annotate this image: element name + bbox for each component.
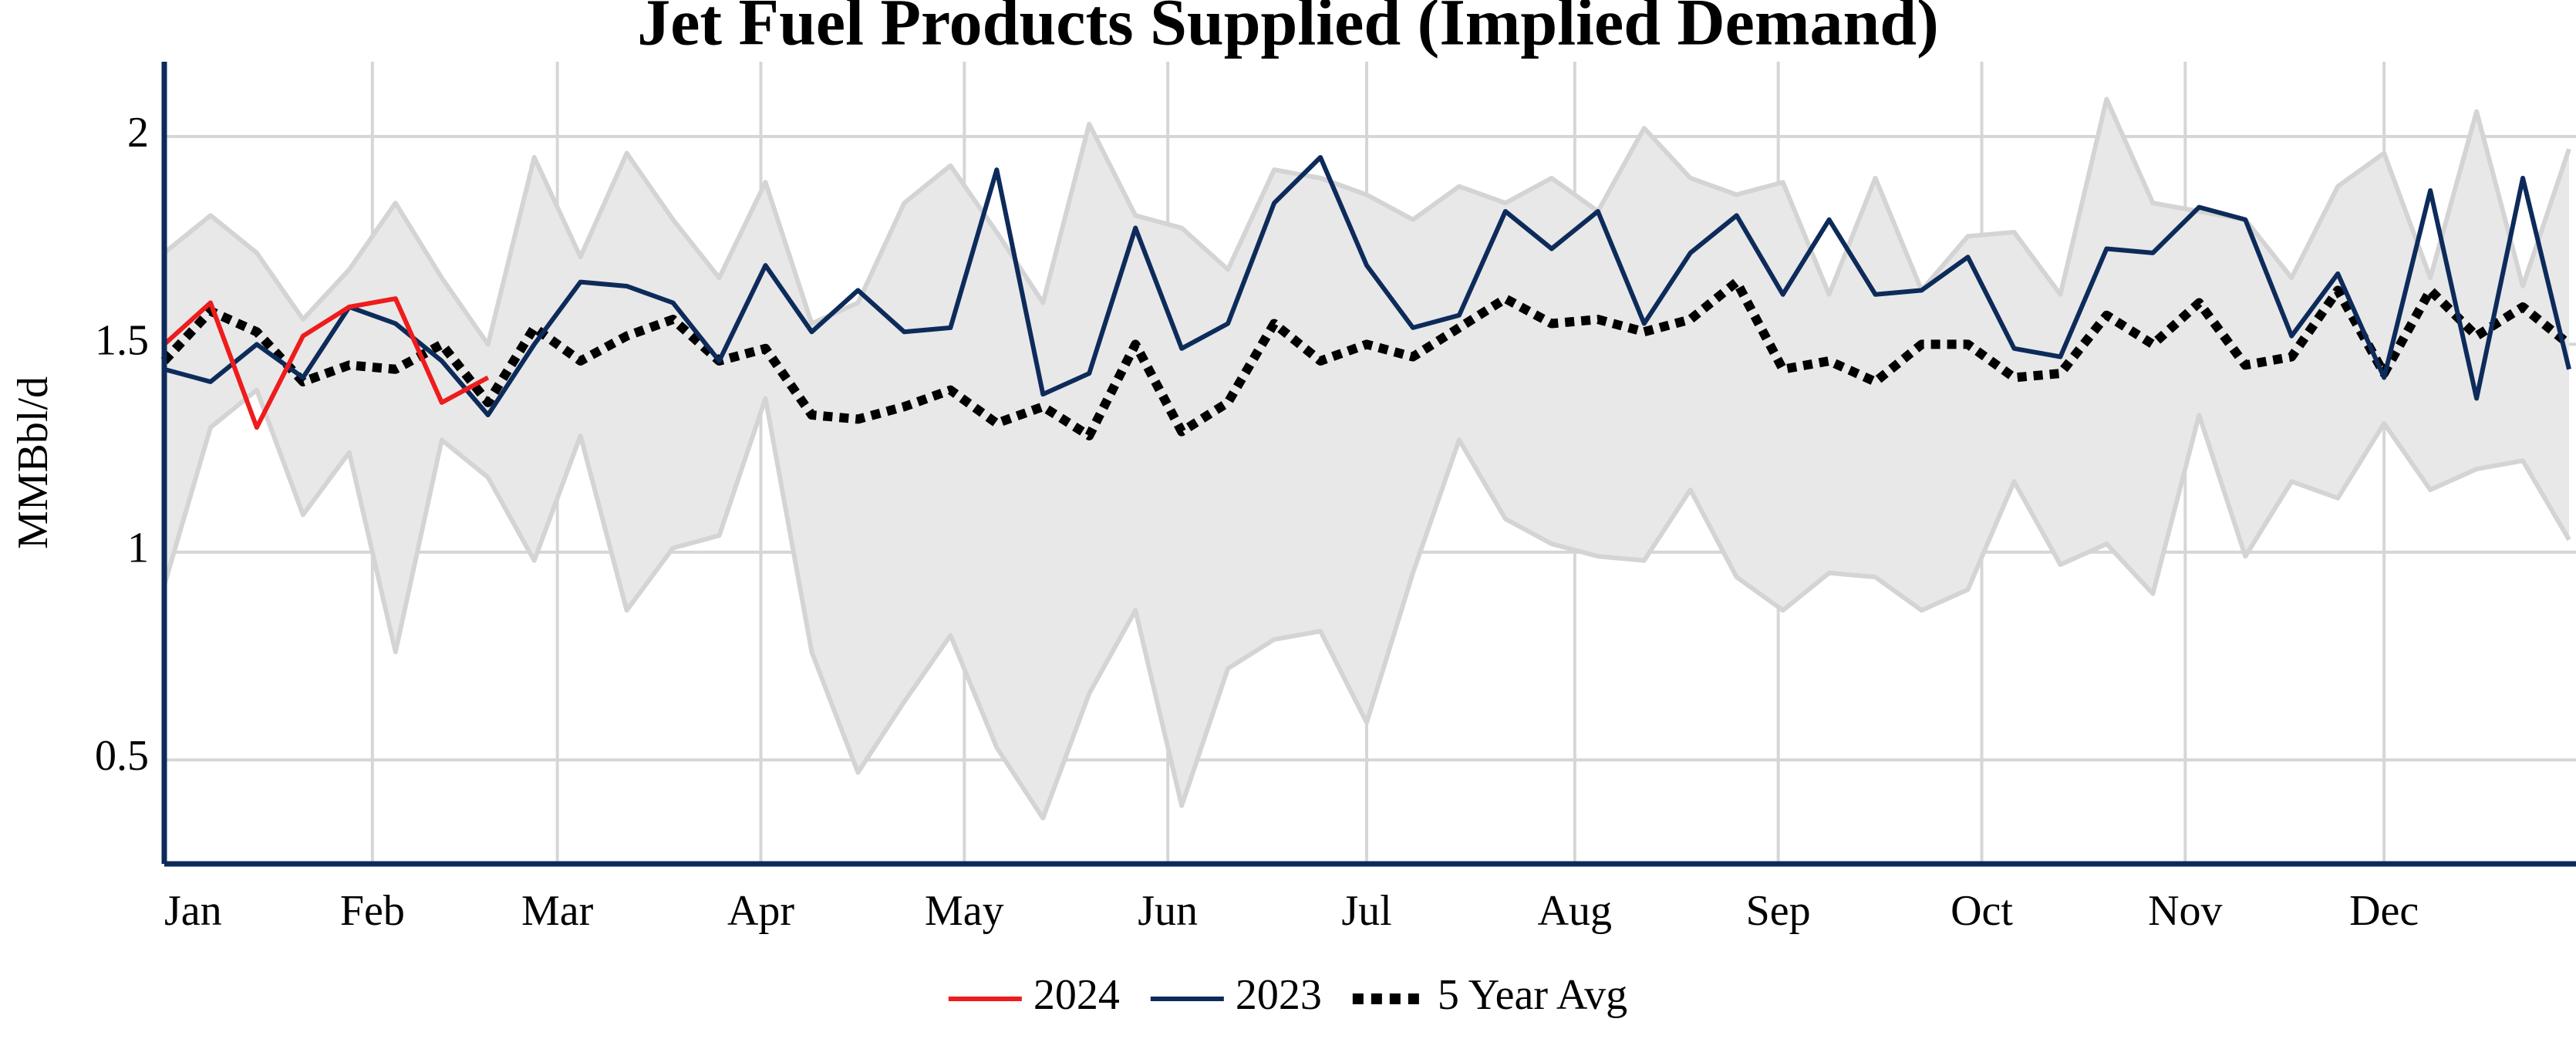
chart-title: Jet Fuel Products Supplied (Implied Dema… bbox=[637, 0, 1939, 59]
x-tick-label: May bbox=[925, 887, 1004, 935]
series-line bbox=[162, 296, 490, 430]
range-edge bbox=[163, 96, 2571, 347]
x-tick-label: Apr bbox=[727, 887, 794, 935]
series-line bbox=[164, 154, 2571, 418]
y-tick-label: 1.5 bbox=[95, 316, 149, 364]
range-edge bbox=[162, 387, 2571, 821]
x-tick-label: Sep bbox=[1746, 887, 1811, 935]
x-tick-label: Jul bbox=[1341, 887, 1391, 935]
x-tick-label: Jun bbox=[1138, 887, 1198, 935]
y-tick-label: 0.5 bbox=[95, 732, 149, 780]
x-tick-label: Nov bbox=[2148, 887, 2222, 935]
y-axis-label: MMBbl/d bbox=[9, 376, 57, 549]
x-tick-label: Oct bbox=[1951, 887, 2013, 935]
x-tick-label: Mar bbox=[521, 887, 594, 935]
range-band bbox=[164, 99, 2570, 818]
x-tick-label: Aug bbox=[1538, 887, 1612, 935]
x-tick-label: Dec bbox=[2349, 887, 2419, 935]
legend-label: 2024 bbox=[1033, 971, 1120, 1019]
legend-label: 5 Year Avg bbox=[1438, 971, 1627, 1019]
legend-label: 2023 bbox=[1236, 971, 1322, 1019]
x-tick-label: Jan bbox=[164, 887, 222, 935]
series-line bbox=[160, 277, 2572, 440]
y-tick-label: 2 bbox=[127, 109, 149, 157]
y-tick-label: 1 bbox=[127, 524, 149, 572]
x-tick-label: Feb bbox=[340, 887, 405, 935]
